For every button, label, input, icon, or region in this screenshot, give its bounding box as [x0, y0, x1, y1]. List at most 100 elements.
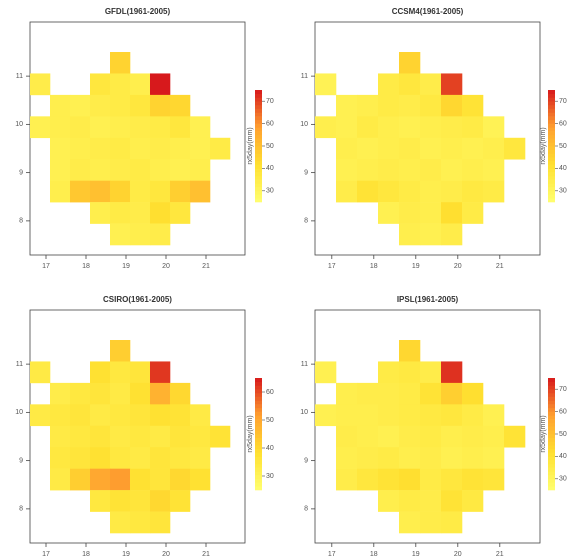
colorbar-swatch: [548, 187, 555, 192]
colorbar-swatch: [255, 415, 262, 420]
colorbar-swatch: [255, 422, 262, 427]
heat-cell: [110, 447, 131, 469]
heat-cell: [462, 94, 484, 117]
x-tick-label: 20: [454, 263, 462, 270]
colorbar-swatch: [548, 190, 555, 195]
heat-cell: [70, 180, 91, 203]
x-tick-label: 18: [370, 263, 378, 270]
heat-cell: [462, 404, 484, 427]
x-tick-label: 17: [42, 263, 50, 270]
heat-cell: [150, 73, 171, 96]
colorbar-swatch: [548, 389, 555, 394]
colorbar-tick-label: 50: [266, 143, 274, 150]
heat-cell: [441, 223, 463, 246]
heat-cell: [90, 468, 111, 491]
y-tick-label: 8: [19, 218, 23, 225]
colorbar-swatch: [255, 486, 262, 491]
heat-cell: [420, 223, 442, 246]
heat-cell: [336, 404, 358, 427]
heat-cell: [50, 425, 71, 448]
heat-cell: [399, 511, 421, 534]
colorbar-swatch: [548, 131, 555, 136]
heat-cell: [170, 425, 191, 448]
y-tick-label: 11: [301, 361, 308, 368]
colorbar-swatch: [255, 119, 262, 124]
colorbar-swatch: [255, 400, 262, 405]
heat-cell: [441, 404, 463, 427]
heat-cell: [150, 361, 171, 384]
heat-cell: [483, 116, 505, 139]
y-tick-label: 10: [300, 121, 308, 128]
heat-cell: [130, 490, 151, 512]
heat-cell: [378, 468, 400, 491]
colorbar-swatch: [255, 187, 262, 192]
colorbar-swatch: [255, 104, 262, 109]
colorbar-swatch: [255, 146, 262, 151]
colorbar-swatch: [548, 90, 555, 95]
colorbar-swatch: [548, 482, 555, 487]
heat-cell: [70, 382, 91, 405]
colorbar-swatch: [548, 392, 555, 397]
heat-cell: [420, 425, 442, 448]
heat-cell: [399, 382, 421, 405]
heat-cell: [378, 73, 400, 96]
heat-cell: [90, 94, 111, 117]
heat-cell: [399, 223, 421, 246]
colorbar-tick-label: 30: [559, 476, 567, 483]
heat-cell: [130, 137, 151, 160]
x-tick-label: 19: [122, 263, 130, 270]
colorbar-swatch: [548, 452, 555, 457]
heat-cell: [50, 159, 71, 181]
colorbar-swatch: [548, 108, 555, 113]
heat-cell: [50, 382, 71, 405]
colorbar-swatch: [255, 183, 262, 188]
colorbar-swatch: [255, 179, 262, 184]
x-tick-label: 20: [162, 263, 170, 270]
colorbar-swatch: [255, 404, 262, 409]
colorbar-swatch: [255, 463, 262, 468]
heat-cell: [399, 73, 421, 96]
y-tick-label: 8: [304, 218, 308, 225]
heat-cell: [399, 180, 421, 203]
heat-cell: [420, 490, 442, 512]
heat-cell: [190, 137, 211, 160]
colorbar-swatch: [255, 456, 262, 461]
heat-cell: [90, 425, 111, 448]
colorbar-swatch: [548, 164, 555, 169]
heat-cell: [336, 116, 358, 139]
x-tick-label: 17: [328, 551, 336, 558]
heat-cell: [420, 361, 442, 384]
heat-cell: [110, 73, 131, 96]
heat-cell: [130, 447, 151, 469]
heat-cell: [462, 180, 484, 203]
heat-cell: [399, 94, 421, 117]
heat-cell: [90, 202, 111, 224]
heat-cell: [90, 73, 111, 96]
colorbar-swatch: [255, 164, 262, 169]
heat-cell: [130, 159, 151, 181]
heat-cell: [190, 159, 211, 181]
colorbar-swatch: [548, 422, 555, 427]
colorbar-swatch: [548, 93, 555, 98]
heat-cell: [150, 511, 171, 534]
heat-cell: [150, 180, 171, 203]
colorbar-tick-label: 50: [559, 143, 567, 150]
heat-cell: [190, 447, 211, 469]
heat-cell: [150, 159, 171, 181]
heat-cell: [378, 116, 400, 139]
heat-cell: [110, 425, 131, 448]
colorbar-swatch: [548, 400, 555, 405]
heat-cell: [170, 447, 191, 469]
colorbar-swatch: [255, 153, 262, 158]
heat-cell: [462, 202, 484, 224]
heat-cell: [483, 159, 505, 181]
heat-cell: [130, 382, 151, 405]
colorbar-tick-label: 60: [266, 120, 274, 127]
heat-cell: [150, 447, 171, 469]
heat-cell: [378, 361, 400, 384]
heat-cell: [50, 180, 71, 203]
heat-cell: [130, 202, 151, 224]
colorbar-swatch: [255, 437, 262, 442]
x-tick-label: 20: [454, 551, 462, 558]
heat-cell: [336, 180, 358, 203]
